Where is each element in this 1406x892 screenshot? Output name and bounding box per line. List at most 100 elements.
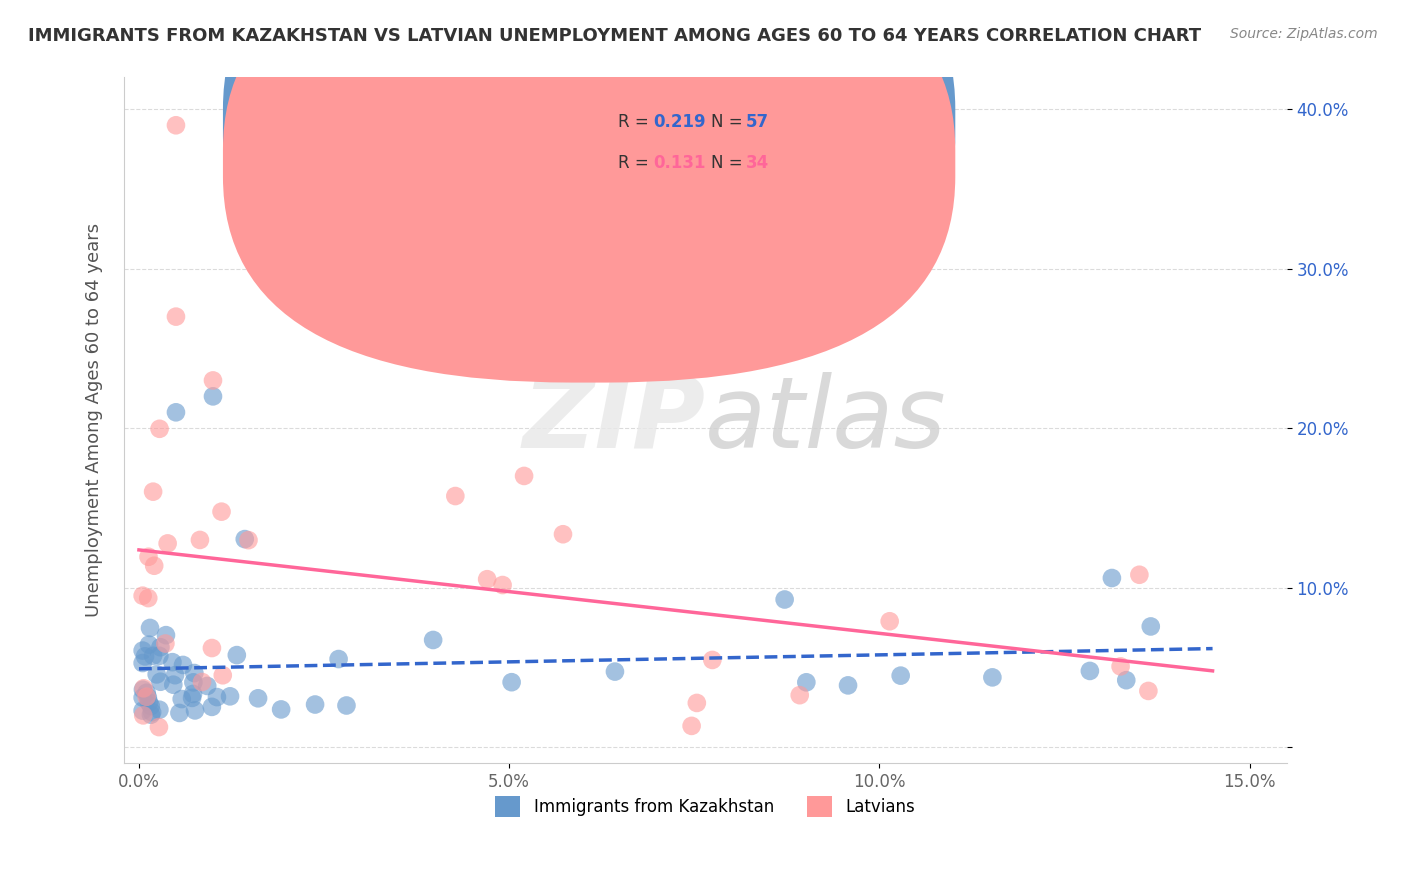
Point (247, 691, 270, 706)
Point (145, 667, 167, 681)
Point (890, 668, 912, 682)
Point (148, 703, 170, 717)
Point (1139, 619, 1161, 633)
Point (879, 614, 901, 628)
Point (205, 690, 228, 704)
Point (491, 578, 513, 592)
Point (513, 469, 536, 483)
Point (225, 648, 247, 662)
Point (131, 690, 153, 705)
Point (1115, 673, 1137, 688)
Point (131, 643, 153, 657)
Point (162, 678, 184, 692)
Point (183, 666, 205, 681)
Point (201, 699, 224, 714)
Point (1101, 571, 1123, 585)
Point (335, 698, 357, 713)
Point (139, 621, 162, 635)
Point (191, 675, 214, 690)
Point (188, 533, 211, 547)
Point (132, 682, 155, 697)
Point (148, 720, 170, 734)
Point (135, 686, 157, 700)
Point (141, 705, 163, 719)
Point (475, 572, 498, 586)
Point (211, 505, 233, 519)
Point (149, 674, 172, 689)
FancyBboxPatch shape (224, 0, 955, 383)
Point (142, 648, 165, 663)
Point (702, 653, 724, 667)
Point (686, 696, 709, 710)
Point (148, 422, 170, 436)
Text: IMMIGRANTS FROM KAZAKHSTAN VS LATVIAN UNEMPLOYMENT AMONG AGES 60 TO 64 YEARS COR: IMMIGRANTS FROM KAZAKHSTAN VS LATVIAN UN… (28, 27, 1201, 45)
Point (149, 640, 172, 655)
Text: 0.219: 0.219 (652, 113, 706, 131)
Text: R =: R = (619, 113, 654, 131)
Point (135, 690, 157, 704)
Point (201, 373, 224, 387)
Text: Source: ZipAtlas.com: Source: ZipAtlas.com (1230, 27, 1378, 41)
Point (181, 687, 204, 701)
Text: R =: R = (619, 154, 654, 172)
Point (134, 649, 156, 664)
Point (169, 706, 191, 720)
Text: 0.131: 0.131 (652, 154, 706, 172)
Point (796, 675, 818, 690)
Point (131, 656, 153, 670)
Point (789, 688, 811, 702)
Y-axis label: Unemployment Among Ages 60 to 64 years: Unemployment Among Ages 60 to 64 years (86, 223, 103, 617)
Point (162, 655, 184, 669)
Point (138, 638, 160, 652)
Point (1137, 684, 1160, 698)
FancyBboxPatch shape (224, 0, 955, 342)
Text: N =: N = (711, 113, 748, 131)
Text: N =: N = (711, 154, 748, 172)
Point (1128, 567, 1150, 582)
Text: atlas: atlas (706, 372, 948, 469)
Point (136, 591, 159, 606)
Point (422, 632, 444, 647)
Point (132, 708, 155, 723)
Point (142, 484, 165, 499)
Point (270, 702, 292, 716)
Point (156, 536, 179, 550)
Point (143, 558, 166, 573)
Text: 57: 57 (747, 113, 769, 131)
Point (603, 665, 626, 679)
Point (201, 640, 224, 655)
Point (172, 657, 194, 672)
Point (138, 695, 160, 709)
Point (183, 675, 205, 690)
Point (1109, 659, 1132, 673)
Point (132, 681, 155, 696)
Point (773, 592, 796, 607)
FancyBboxPatch shape (543, 98, 856, 201)
Point (139, 699, 162, 714)
Point (1078, 664, 1101, 678)
Point (148, 648, 170, 663)
Point (131, 704, 153, 718)
Point (304, 698, 326, 712)
Point (136, 690, 159, 705)
Point (219, 690, 242, 704)
Point (165, 118, 187, 132)
Text: ZIP: ZIP (523, 372, 706, 469)
Point (139, 707, 162, 722)
Point (195, 679, 218, 693)
Point (837, 678, 859, 692)
Point (155, 628, 177, 642)
Point (551, 527, 574, 541)
Point (165, 310, 187, 324)
Point (184, 703, 207, 717)
Point (201, 389, 224, 403)
Point (181, 690, 204, 705)
Text: 34: 34 (747, 154, 769, 172)
Point (138, 549, 160, 564)
Point (501, 675, 523, 690)
Point (170, 692, 193, 706)
Point (981, 670, 1004, 684)
Legend: Immigrants from Kazakhstan, Latvians: Immigrants from Kazakhstan, Latvians (489, 789, 922, 823)
Point (233, 532, 256, 546)
Point (131, 589, 153, 603)
